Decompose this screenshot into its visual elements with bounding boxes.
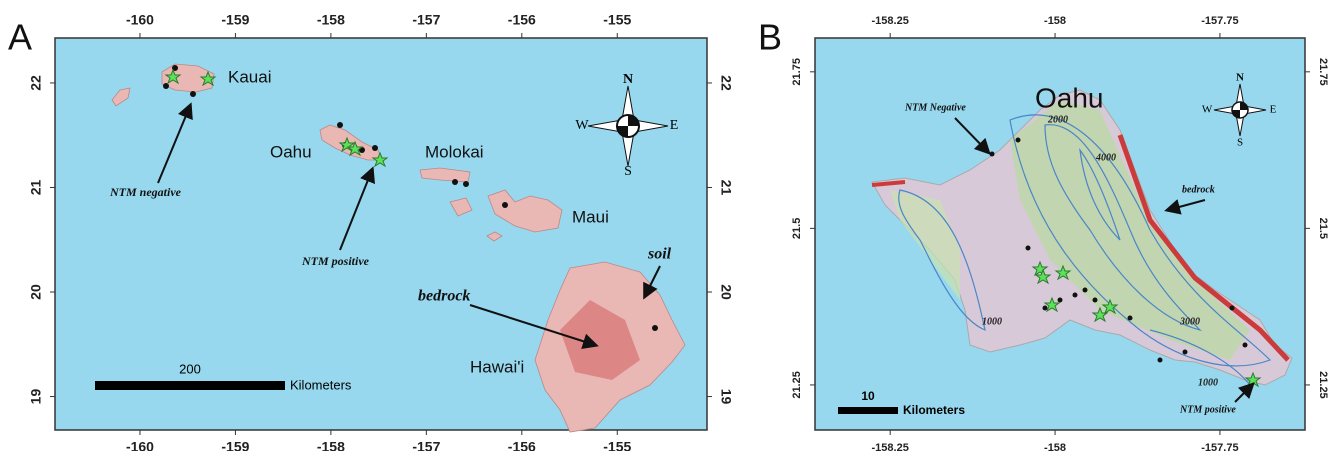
x-tick-label: -155 bbox=[603, 12, 631, 28]
y-tick-label: 21.75 bbox=[791, 58, 803, 86]
place-label: Maui bbox=[572, 207, 609, 226]
y-tick-label: 21.5 bbox=[1317, 218, 1329, 239]
annotation: bedrock bbox=[418, 288, 470, 305]
y-tick-label: 21.75 bbox=[1317, 58, 1329, 86]
y-tick-label: 19 bbox=[718, 389, 734, 405]
x-tick-label: -157.75 bbox=[1201, 442, 1238, 451]
compass-label: W bbox=[575, 118, 589, 133]
contour-label: 1000 bbox=[1198, 377, 1218, 388]
x-tick-label: -156 bbox=[508, 439, 536, 451]
x-tick-label: -158 bbox=[1044, 442, 1066, 451]
annotation: NTM negative bbox=[109, 185, 182, 199]
scale-unit: Kilometers bbox=[290, 377, 352, 392]
x-tick-label: -158 bbox=[317, 439, 345, 451]
x-tick-label: -159 bbox=[221, 12, 249, 28]
x-tick-label: -160 bbox=[126, 439, 154, 451]
x-tick-label: -159 bbox=[221, 439, 249, 451]
y-tick-label: 19 bbox=[28, 389, 44, 405]
y-tick-label: 21 bbox=[28, 179, 44, 195]
annotation: NTM Negative bbox=[904, 102, 966, 113]
x-tick-label: -157 bbox=[412, 439, 440, 451]
annotation: bedrock bbox=[1182, 184, 1215, 195]
place-label: Oahu bbox=[270, 142, 312, 161]
x-tick-label: -158.25 bbox=[872, 15, 909, 27]
contour-label: 2000 bbox=[1047, 114, 1068, 125]
annotation: NTM positive bbox=[301, 254, 370, 268]
contour-label: 4000 bbox=[1095, 152, 1116, 163]
annotation: soil bbox=[647, 246, 672, 263]
y-tick-label: 22 bbox=[718, 75, 734, 91]
place-label: Molokai bbox=[425, 142, 484, 161]
annotation: NTM positive bbox=[1179, 404, 1236, 415]
compass-label: S bbox=[1237, 137, 1243, 149]
contour-label: 1000 bbox=[982, 316, 1002, 327]
x-tick-label: -158 bbox=[1044, 15, 1066, 27]
place-label: Kauai bbox=[228, 67, 271, 86]
y-tick-label: 20 bbox=[28, 284, 44, 300]
x-tick-label: -158 bbox=[317, 12, 345, 28]
panel-a: A Kauai Oahu Molokai Maui Ha bbox=[8, 17, 707, 432]
compass-label: W bbox=[1202, 104, 1213, 116]
compass-label: S bbox=[624, 164, 632, 179]
y-tick-label: 21.25 bbox=[791, 371, 803, 399]
contour-label: 3000 bbox=[1179, 316, 1200, 327]
scale-label: 10 bbox=[861, 389, 875, 403]
compass-label: E bbox=[1270, 104, 1277, 116]
x-tick-label: -160 bbox=[126, 12, 154, 28]
scale-unit: Kilometers bbox=[903, 403, 965, 417]
place-label: Oahu bbox=[1035, 82, 1104, 113]
y-tick-label: 21.5 bbox=[791, 218, 803, 239]
x-tick-label: -155 bbox=[603, 439, 631, 451]
x-tick-label: -158.25 bbox=[872, 442, 909, 451]
y-tick-label: 20 bbox=[718, 284, 734, 300]
y-tick-label: 22 bbox=[28, 75, 44, 91]
compass-label: E bbox=[670, 118, 679, 133]
scale-label: 200 bbox=[179, 361, 201, 376]
x-tick-label: -157 bbox=[412, 12, 440, 28]
y-tick-label: 21.25 bbox=[1317, 371, 1329, 399]
x-tick-label: -157.75 bbox=[1201, 15, 1238, 27]
scale-bar bbox=[838, 407, 898, 414]
place-label: Hawai'i bbox=[470, 357, 524, 376]
scale-bar bbox=[95, 381, 285, 390]
x-tick-label: -156 bbox=[508, 12, 536, 28]
panel-label: A bbox=[8, 17, 32, 58]
panel-b: B Oahu NTM Ne bbox=[758, 17, 1305, 430]
y-tick-label: 21 bbox=[718, 180, 734, 196]
panel-label: B bbox=[758, 17, 782, 58]
compass-label: N bbox=[623, 72, 633, 87]
figure: A Kauai Oahu Molokai Maui Ha bbox=[0, 0, 1342, 451]
compass-label: N bbox=[1236, 72, 1244, 84]
